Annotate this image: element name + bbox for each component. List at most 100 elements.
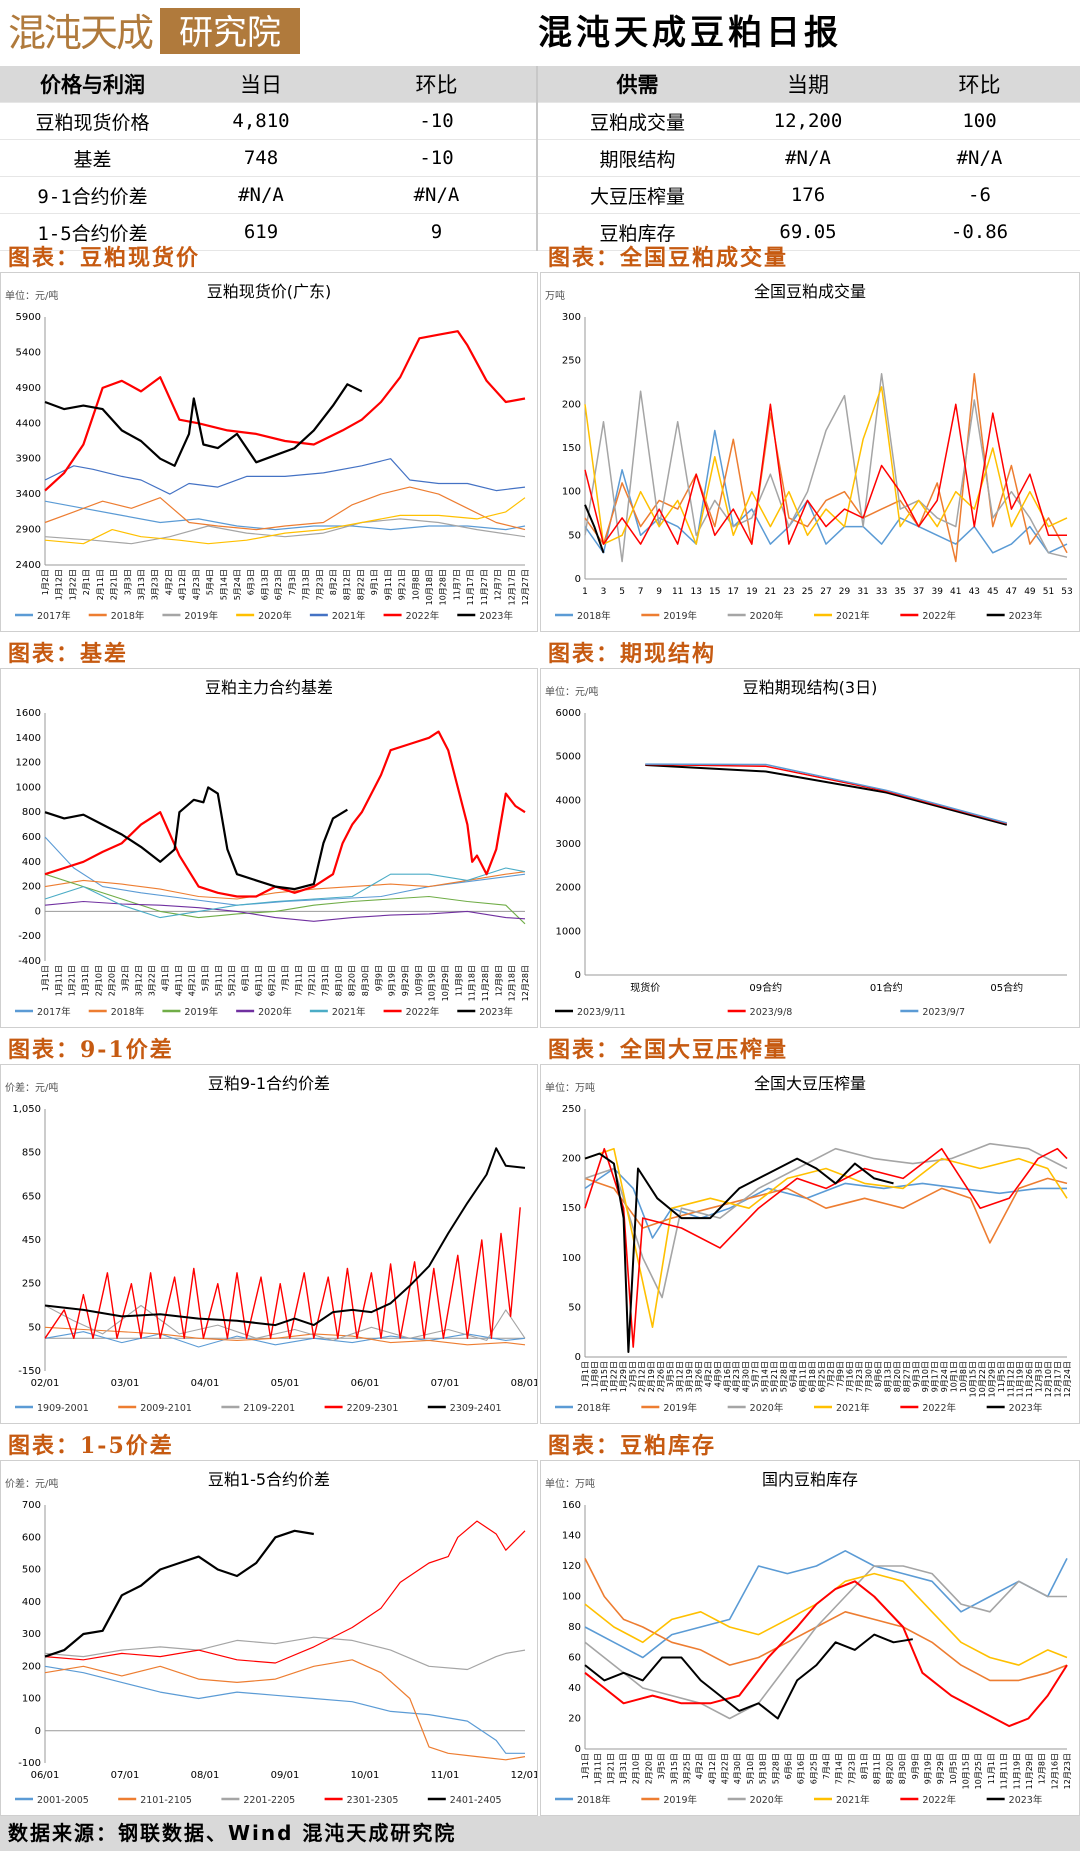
x-tick-label: 19 <box>746 587 758 597</box>
x-tick-label: 12月3日 <box>1035 1361 1044 1392</box>
y-tick-label: 0 <box>35 906 41 917</box>
x-tick-label: 12月7日 <box>494 569 503 600</box>
y-tick-label: 300 <box>562 312 581 323</box>
x-tick-label: 3月26日 <box>694 1361 703 1392</box>
x-tick-label: 12月16日 <box>1050 1753 1059 1789</box>
y-tick-label: 800 <box>22 807 41 818</box>
x-tick-label: 7月14日 <box>835 1753 844 1784</box>
summary-cell: #N/A <box>337 176 538 214</box>
y-tick-label: 300 <box>22 1629 41 1640</box>
y-tick-label: 50 <box>568 530 581 541</box>
series-line <box>44 486 526 531</box>
series-line <box>44 730 526 898</box>
y-tick-label: 120 <box>562 1561 581 1572</box>
y-tick-label: 600 <box>22 1532 41 1543</box>
legend-label: 2018年 <box>111 610 145 622</box>
summary-cell: 期限结构 <box>537 139 737 177</box>
panel-spread-1-5: 图表：1-5价差 豆粕1-5合约价差 价差：元/吨 -100 0 100 200 300 40… <box>0 1428 538 1816</box>
legend-label: 2021年 <box>332 1006 366 1018</box>
x-tick-label: 5月28日 <box>771 1753 780 1784</box>
x-tick-label: 1月2日 <box>41 569 50 595</box>
y-tick-label: 150 <box>562 443 581 454</box>
x-tick-label: 2月21日 <box>110 569 119 600</box>
x-tick-label: 5月4日 <box>206 569 215 595</box>
x-tick-label: 3月25日 <box>682 1753 691 1784</box>
summary-cell: 12,200 <box>737 102 879 140</box>
chart-term-structure: 豆粕期现结构(3日) 单位：元/吨 0 1000 2000 3000 4000 5000 600… <box>545 678 1067 1018</box>
x-tick-label: 4月22日 <box>721 1753 730 1784</box>
x-tick-label: 11 <box>672 587 683 597</box>
y-tick-label: 0 <box>575 1744 581 1755</box>
report-title: 混沌天成豆粕日报 <box>538 13 842 53</box>
series-line <box>44 900 526 922</box>
x-tick-label: 4月12日 <box>178 569 187 600</box>
summary-header-cell: 供需 <box>537 66 737 103</box>
series-line <box>44 786 348 891</box>
legend-label: 2019年 <box>184 1006 218 1018</box>
x-tick-label: 9月9日 <box>374 965 383 991</box>
x-tick-label: 1月21日 <box>606 1753 615 1784</box>
x-tick-label: 1月12日 <box>55 569 64 600</box>
x-tick-label: 2月5日 <box>628 1361 637 1387</box>
series-line <box>44 1636 526 1671</box>
legend-label: 2109-2201 <box>243 1403 295 1414</box>
legend-label: 2020年 <box>750 1794 784 1806</box>
series-line <box>44 1207 521 1339</box>
chart-title: 全国大豆压榨量 <box>754 1074 866 1093</box>
x-tick-label: 5月11日 <box>214 965 223 996</box>
x-tick-label: 10月9日 <box>414 965 423 996</box>
legend-label: 2023/9/7 <box>922 1007 965 1018</box>
legend-label: 2023年 <box>1009 1794 1043 1806</box>
x-tick-label: 6月23日 <box>274 569 283 600</box>
summary-cell: 176 <box>737 176 879 214</box>
panel-title: 图表：豆粕现货价 <box>8 245 201 271</box>
footer: 数据来源：钢联数据、Wind 混沌天成研究院 <box>0 1816 1080 1851</box>
legend-label: 2209-2301 <box>347 1403 399 1414</box>
x-tick-label: 4月12日 <box>708 1753 717 1784</box>
summary-header-cell: 环比 <box>879 66 1080 103</box>
x-tick-label: 11月8日 <box>454 965 463 996</box>
x-tick-label: 11月18日 <box>468 965 477 1001</box>
x-tick-label: 02/01 <box>31 1378 60 1389</box>
x-tick-label: 25 <box>802 587 813 597</box>
series-line <box>44 873 526 925</box>
summary-cell: 大豆压榨量 <box>537 176 737 214</box>
x-tick-label: 27 <box>820 587 831 597</box>
legend-label: 2023年 <box>1009 1402 1043 1414</box>
x-tick-label: 10月25日 <box>974 1753 983 1789</box>
x-tick-label: 1月31日 <box>619 1753 628 1784</box>
y-tick-label: 3900 <box>16 454 41 465</box>
legend-label: 2020年 <box>258 610 292 622</box>
x-tick-label: 09合约 <box>749 981 782 994</box>
y-tick-label: 0 <box>575 574 581 585</box>
x-tick-label: 1月11日 <box>54 965 63 996</box>
x-tick-label: 7月23日 <box>315 569 324 600</box>
x-tick-label: 10月8日 <box>959 1361 968 1392</box>
x-tick-label: 12月18日 <box>508 965 517 1001</box>
x-tick-label: 7月16日 <box>846 1361 855 1392</box>
x-tick-label: 5月7日 <box>751 1361 760 1387</box>
x-tick-label: 4月11日 <box>174 965 183 996</box>
legend-label: 2022年 <box>406 1006 440 1018</box>
y-tick-label: 1400 <box>16 733 41 744</box>
chart-title: 豆粕1-5合约价差 <box>208 1470 330 1489</box>
x-tick-label: 7 <box>638 587 644 597</box>
panel-crush: 图表：全国大豆压榨量 全国大豆压榨量 单位：万吨 0 50 100 150 200 250 1月… <box>540 1032 1080 1424</box>
x-tick-label: 3月5日 <box>666 1361 675 1387</box>
x-tick-label: 4月2日 <box>704 1361 713 1387</box>
series-line <box>44 330 526 492</box>
series-line <box>44 1147 526 1327</box>
chart-unit: 价差：元/吨 <box>5 1081 58 1094</box>
x-tick-label: 04/01 <box>191 1378 220 1389</box>
x-tick-label: 2月11日 <box>96 569 105 600</box>
y-tick-label: 1,050 <box>12 1104 41 1115</box>
x-tick-label: 7月4日 <box>822 1753 831 1779</box>
x-tick-label: 6月11日 <box>798 1361 807 1392</box>
legend-label: 2023年 <box>1009 610 1043 622</box>
x-tick-label: 5月21日 <box>770 1361 779 1392</box>
x-tick-label: 2月20日 <box>108 965 117 996</box>
series-line <box>44 497 526 545</box>
series-line <box>645 764 1008 826</box>
x-tick-label: 8月10日 <box>334 965 343 996</box>
summary-cell: 619 <box>185 213 337 251</box>
